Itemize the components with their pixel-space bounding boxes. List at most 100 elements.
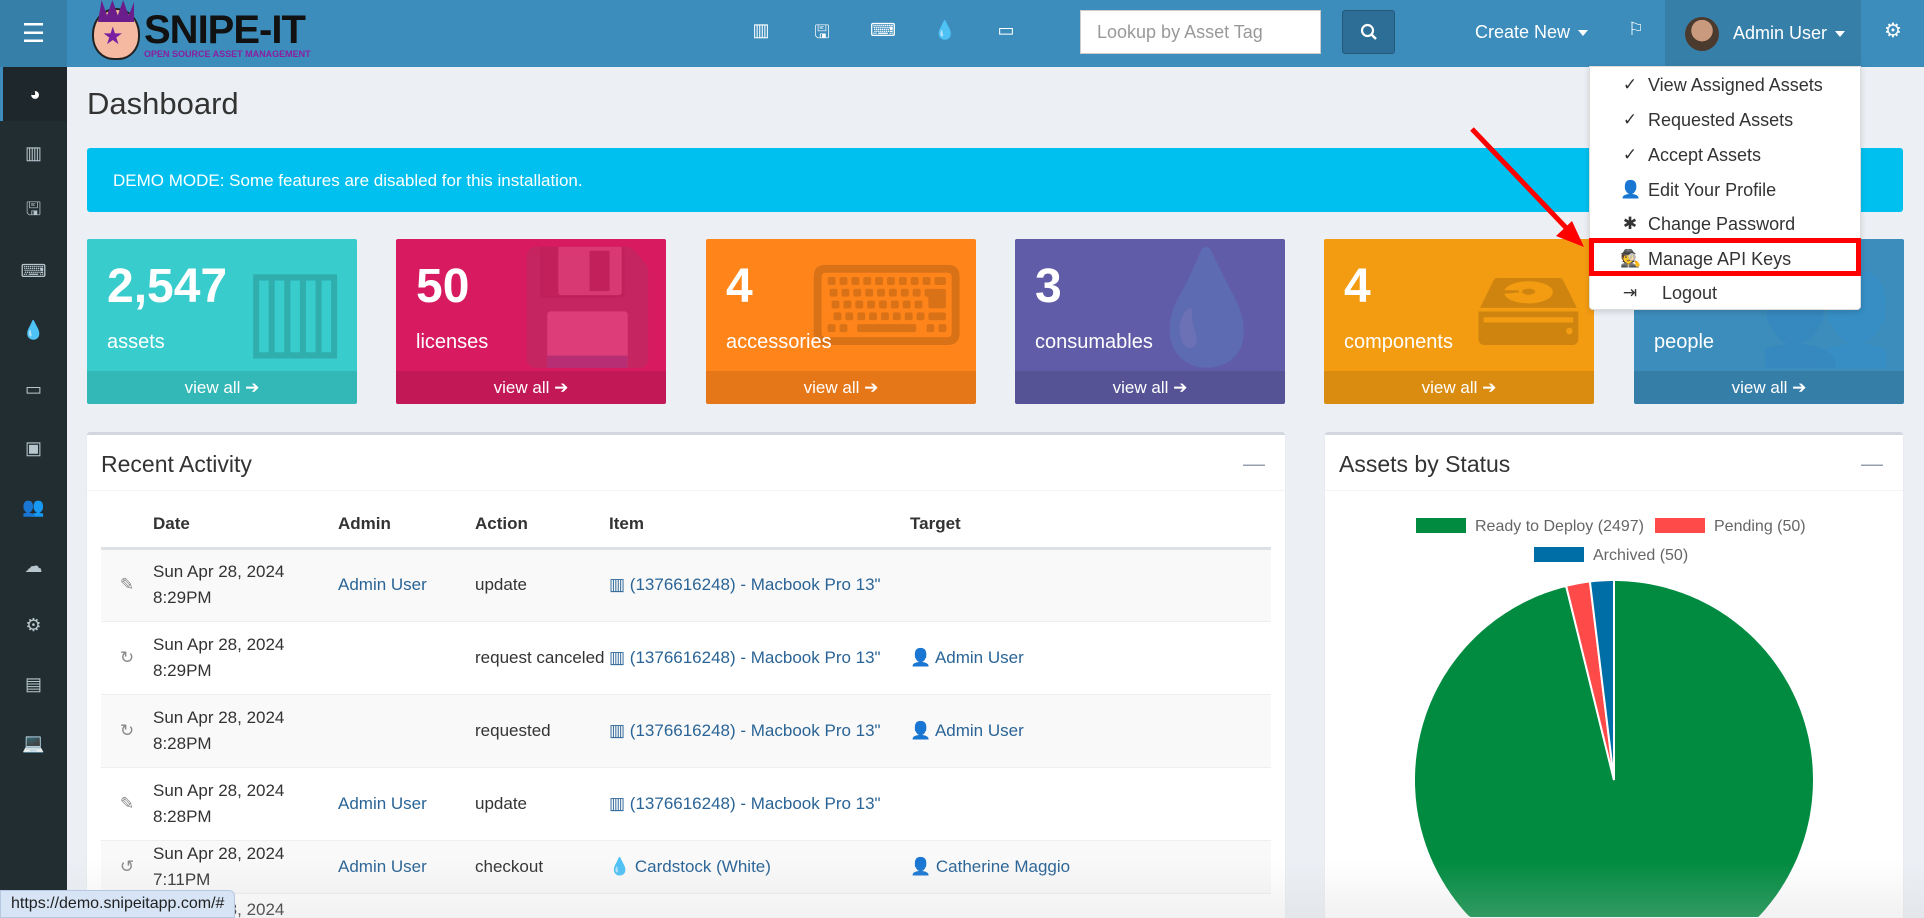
column-header-action[interactable]: Action xyxy=(475,502,609,550)
target-link[interactable]: 👤 Catherine Maggio xyxy=(910,857,1070,876)
status-bar-url: https://demo.snipeitapp.com/# xyxy=(0,890,236,918)
app-tagline: OPEN SOURCE ASSET MANAGEMENT xyxy=(144,48,311,59)
collapse-button[interactable]: — xyxy=(1243,451,1265,476)
arrow-circle-right-icon: ➔ xyxy=(1477,378,1497,397)
action-cell: request canceled xyxy=(475,647,605,667)
barcode-icon: ▥ xyxy=(609,575,630,594)
item-link[interactable]: ▥ (1376616248) - Macbook Pro 13" xyxy=(609,575,881,594)
item-link[interactable]: ▥ (1376616248) - Macbook Pro 13" xyxy=(609,721,881,740)
admin-link[interactable]: Admin User xyxy=(338,793,427,813)
pie-slice-2 xyxy=(1588,579,1615,781)
column-header-admin[interactable]: Admin xyxy=(338,502,475,550)
dashboard-icon: ◕ xyxy=(29,83,41,104)
tile-components[interactable]: 🖴 4 components view all ➔ xyxy=(1324,239,1594,404)
menu-item-manage-api-keys[interactable]: 🕵 Manage API Keys xyxy=(1590,242,1860,276)
user-icon: 👤 xyxy=(910,720,935,740)
sidebar-item-licenses[interactable]: 🖫 xyxy=(0,185,67,239)
menu-item-view-assigned-assets[interactable]: ✓ View Assigned Assets xyxy=(1590,68,1860,102)
sidebar-item-dashboard[interactable]: ◕ xyxy=(0,67,67,121)
view-all-link[interactable]: view all ➔ xyxy=(706,371,976,404)
action-cell: update xyxy=(475,793,527,813)
sidebar-item-import[interactable]: ☁ xyxy=(0,539,67,593)
tile-count: 4 xyxy=(726,260,753,313)
icon-column-header xyxy=(101,502,153,550)
collapse-button[interactable]: — xyxy=(1861,451,1883,476)
caret-down-icon xyxy=(1835,30,1846,37)
check-icon: ✓ xyxy=(1622,110,1638,129)
admin-link[interactable]: Admin User xyxy=(338,575,427,594)
keyboard-icon: ⌨ xyxy=(807,246,966,369)
view-all-label: view all xyxy=(803,378,860,397)
flag-icon[interactable]: ⚐ xyxy=(1627,19,1645,39)
sidebar-item-predefined-kits[interactable]: ▣ xyxy=(0,421,67,475)
barcode-icon[interactable]: ▥ xyxy=(752,20,770,40)
box-title: Assets by Status xyxy=(1325,435,1903,491)
floppy-icon[interactable]: 🖫 xyxy=(814,22,830,42)
menu-item-change-password[interactable]: ✱ Change Password xyxy=(1590,207,1860,241)
pencil-icon: ✎ xyxy=(119,793,135,813)
item-cell: ▥ (1376616248) - Macbook Pro 13" xyxy=(609,767,910,840)
user-icon: 👤 xyxy=(910,856,936,876)
sidebar-item-consumables[interactable]: 💧 xyxy=(0,303,67,357)
target-cell: 👤 Catherine Maggio xyxy=(910,840,1271,893)
tile-assets[interactable]: ▥ 2,547 assets view all ➔ xyxy=(87,239,357,404)
assets-icon: ▥ xyxy=(24,142,42,163)
asset-tag-search-input[interactable] xyxy=(1080,10,1321,54)
user-menu-toggle[interactable]: Admin User xyxy=(1665,0,1861,67)
column-header-item[interactable]: Item xyxy=(609,502,910,550)
item-link[interactable]: ▥ (1376616248) - Macbook Pro 13" xyxy=(609,648,881,667)
item-cell: ▥ (1376616248) - Macbook Pro 13" xyxy=(609,694,910,767)
sidebar-item-reports[interactable]: ▤ xyxy=(0,657,67,711)
column-header-date[interactable]: Date xyxy=(153,502,338,550)
sidebar-toggle-button[interactable]: ☰ xyxy=(0,0,67,67)
sidebar-item-settings[interactable]: ⚙ xyxy=(0,598,67,652)
target-link[interactable]: 👤 Admin User xyxy=(910,721,1024,740)
tile-licenses[interactable]: 💾 50 licenses view all ➔ xyxy=(396,239,666,404)
menu-item-accept-assets[interactable]: ✓ Accept Assets xyxy=(1590,138,1860,172)
menu-item-requested-assets[interactable]: ✓ Requested Assets xyxy=(1590,103,1860,137)
sidebar-item-assets[interactable]: ▥ xyxy=(0,126,67,180)
item-link[interactable]: 💧 Cardstock (White) xyxy=(609,857,771,876)
tile-accessories[interactable]: ⌨ 4 accessories view all ➔ xyxy=(706,239,976,404)
target-link[interactable]: 👤 Admin User xyxy=(910,648,1024,667)
refresh-icon: ↻ xyxy=(119,647,135,667)
activity-table: Date Admin Action Item Target ✎ Sun Apr 28, 2… xyxy=(101,502,1271,918)
table-row: Sun Apr 28, 2024 xyxy=(101,893,1271,918)
column-header-target[interactable]: Target xyxy=(910,502,1271,550)
action-cell: update xyxy=(475,575,527,594)
tile-consumables[interactable]: 💧 3 consumables view all ➔ xyxy=(1015,239,1285,404)
menu-item-label: Logout xyxy=(1662,282,1718,303)
hdd-icon[interactable]: ▭ xyxy=(997,20,1015,40)
user-icon: 👤 xyxy=(910,647,935,667)
search-button[interactable] xyxy=(1342,10,1395,54)
legend-label: Archived (50) xyxy=(1593,547,1688,564)
create-new-dropdown[interactable]: Create New xyxy=(1475,22,1589,43)
tint-icon[interactable]: 💧 xyxy=(933,20,957,40)
app-name: SNIPE-IT xyxy=(144,7,306,52)
barcode-icon: ▥ xyxy=(609,720,630,740)
gears-icon[interactable]: ⚙ xyxy=(1884,20,1902,42)
item-link[interactable]: ▥ (1376616248) - Macbook Pro 13" xyxy=(609,794,881,813)
view-all-link[interactable]: view all ➔ xyxy=(396,371,666,404)
sidebar-item-people[interactable]: 👥 xyxy=(0,480,67,534)
admin-link[interactable]: Admin User xyxy=(338,856,427,876)
settings-icon: ⚙ xyxy=(25,614,42,635)
keyboard-icon[interactable]: ⌨ xyxy=(870,20,896,40)
tile-count: 4 xyxy=(1344,260,1371,313)
sidebar-item-requestable[interactable]: 💻 xyxy=(0,716,67,770)
target-cell xyxy=(910,767,1271,840)
table-row: ↻ Sun Apr 28, 2024 8:28PM requested ▥ (1376… xyxy=(101,694,1271,767)
view-all-link[interactable]: view all ➔ xyxy=(1634,371,1904,404)
target-cell xyxy=(910,893,1271,918)
sidebar-item-components[interactable]: ▭ xyxy=(0,362,67,416)
create-new-label: Create New xyxy=(1475,22,1571,42)
sidebar-item-accessories[interactable]: ⌨ xyxy=(0,244,67,298)
view-all-link[interactable]: view all ➔ xyxy=(87,371,357,404)
barcode-icon: ▥ xyxy=(609,647,630,667)
menu-item-edit-your-profile[interactable]: 👤 Edit Your Profile xyxy=(1590,173,1860,207)
menu-item-logout[interactable]: ⇥ Logout xyxy=(1590,276,1860,310)
view-all-link[interactable]: view all ➔ xyxy=(1324,371,1594,404)
view-all-link[interactable]: view all ➔ xyxy=(1015,371,1285,404)
